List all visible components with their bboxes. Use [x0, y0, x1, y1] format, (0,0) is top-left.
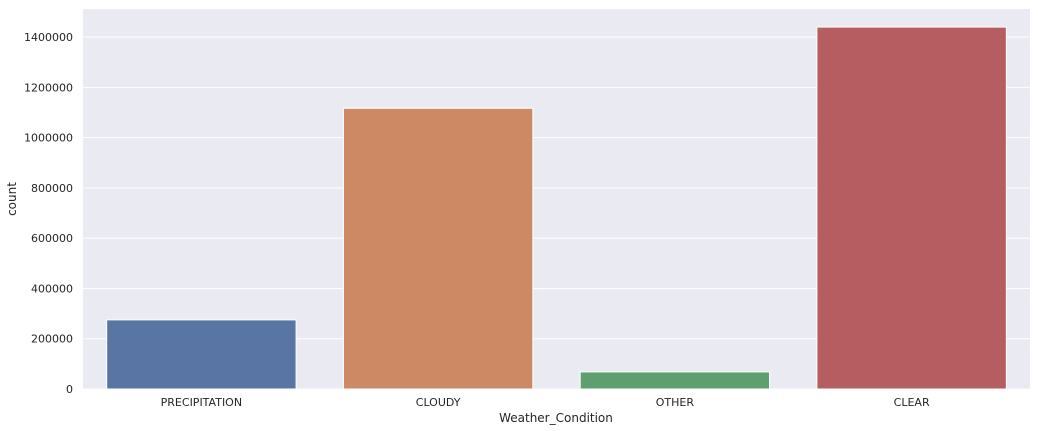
- bars: [106, 26, 1007, 390]
- y-tick-label: 200000: [31, 333, 73, 346]
- y-tick-label: 0: [66, 383, 73, 396]
- y-tick-label: 1000000: [24, 132, 73, 145]
- y-axis-label: count: [5, 182, 19, 216]
- bar-other: [579, 371, 771, 390]
- x-tick-label-precipitation: PRECIPITATION: [161, 396, 242, 409]
- x-tick-label-clear: CLEAR: [894, 396, 930, 409]
- x-tick-label-other: OTHER: [656, 396, 695, 409]
- y-tick-label: 600000: [31, 232, 73, 245]
- bar-clear: [816, 26, 1007, 390]
- y-tick-label: 400000: [31, 282, 73, 295]
- y-tick-label: 1200000: [24, 81, 73, 94]
- bar-cloudy: [342, 107, 534, 390]
- bar-precipitation: [106, 319, 297, 390]
- x-tick-labels: PRECIPITATION CLOUDY OTHER CLEAR: [161, 396, 930, 409]
- y-tick-labels: 0 200000 400000 600000 800000 1000000 1200000 1…: [24, 31, 73, 396]
- x-axis-label: Weather_Condition: [499, 411, 613, 425]
- x-tick-label-cloudy: CLOUDY: [416, 396, 461, 409]
- y-tick-label: 800000: [31, 182, 73, 195]
- y-tick-label: 1400000: [24, 31, 73, 44]
